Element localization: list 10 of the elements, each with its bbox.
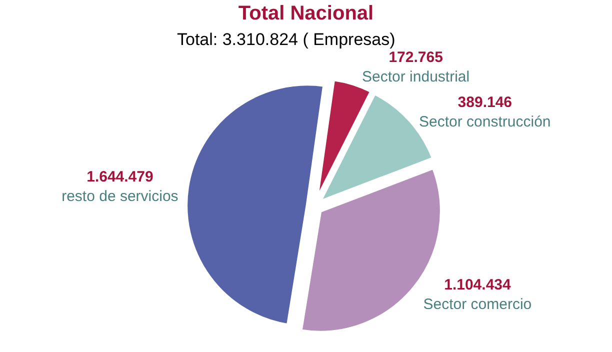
- data-label: 389.146: [458, 94, 512, 111]
- chart-title: Total Nacional: [238, 2, 374, 24]
- data-label: 1.644.479: [86, 168, 154, 186]
- data-label: 172.765: [388, 49, 443, 66]
- slice-label: resto de servicios: [62, 188, 178, 206]
- chart-subtitle: Total: 3.310.824 ( Empresas): [177, 30, 396, 49]
- slice-label: Sector comercio: [423, 296, 532, 314]
- data-label: 1.104.434: [444, 276, 512, 294]
- slice-label: Sector construcción: [419, 113, 551, 130]
- slice-label: Sector industrial: [362, 68, 470, 86]
